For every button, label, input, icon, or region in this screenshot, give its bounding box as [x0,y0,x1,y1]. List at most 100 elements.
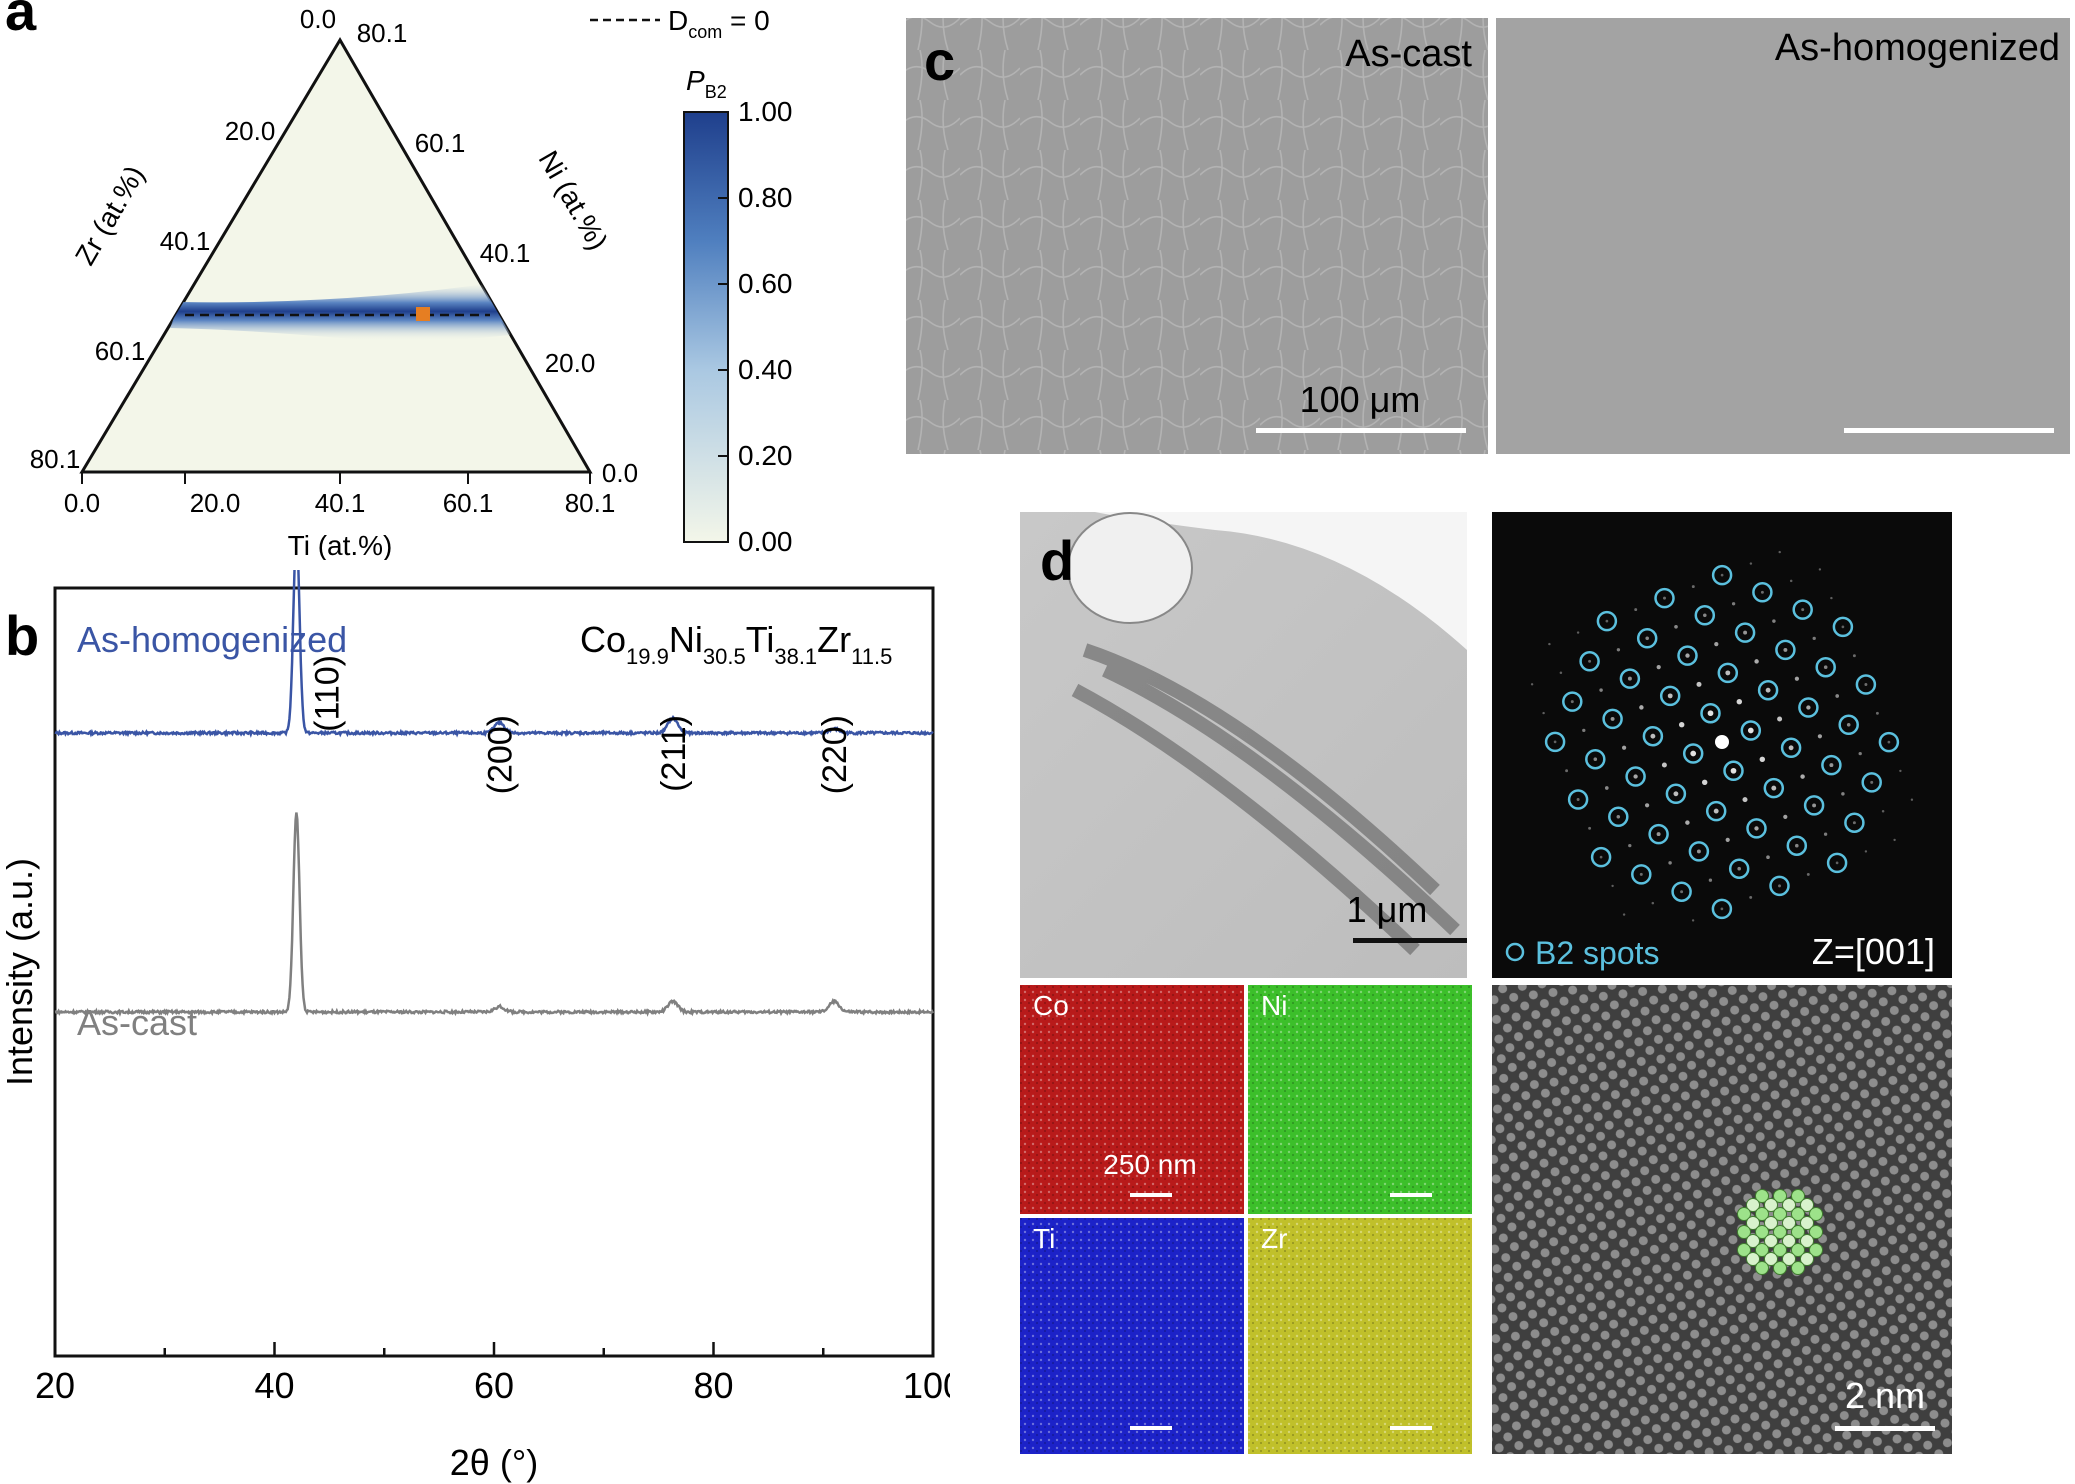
b2-spot-circle [1671,881,1692,902]
b2-spot-circle [1798,697,1819,718]
b2-spot-circle [1855,674,1877,695]
atom [1809,1243,1823,1257]
b2-spot-circle [1832,616,1854,638]
diffraction-spot [1633,774,1638,779]
diffraction-spot [1846,723,1851,727]
b2-spot-circle [1757,679,1779,701]
zr-axis-label: Zr (at.%) [69,160,150,270]
atom [1782,1216,1796,1230]
diffraction-spot [1701,779,1708,786]
atom [1755,1261,1769,1275]
b2-spot-circle [1567,789,1589,810]
colorbar [683,111,729,543]
atomic-model-overlay [1737,1189,1823,1275]
eds-scale-bar-zr [1390,1426,1432,1430]
zone-axis-label: Z=[001] [1812,931,1935,972]
b2-spot-circle [1821,754,1842,776]
diffraction-spot [1628,843,1632,848]
diffraction-spot [1887,740,1891,744]
diffraction-spot [1678,721,1685,728]
b2-spot-circle [1878,731,1900,753]
diffraction-spot [1720,573,1724,577]
panel-label-c: c [924,29,955,92]
diffraction-spot [1610,716,1615,721]
diffraction-spot [1696,849,1701,854]
b2-spot-circle [1763,777,1785,799]
atom [1800,1252,1814,1266]
b2-spot-circle [1562,691,1583,712]
diffraction-spot [1605,619,1609,623]
eds-map-ni-texture [1248,985,1472,1214]
diffraction-spot [1713,808,1719,814]
sem-right-title: As-homogenized [1775,27,2060,69]
atom [1764,1252,1778,1266]
diffraction-spot [1801,608,1805,612]
b2-spot-circle [1677,645,1698,666]
atom [1737,1243,1751,1257]
ti-tick-0: 0.0 [64,488,100,518]
diffraction-spot [1772,619,1776,623]
diffraction-spot [1742,797,1748,803]
atom [1809,1225,1823,1239]
b2-spot-circle [1711,564,1733,586]
atom [1791,1243,1805,1257]
b2-spot-circle [1734,622,1756,643]
atom [1737,1225,1751,1239]
diffraction-spot [1783,647,1788,652]
hrtem-scale-label: 2 nm [1845,1375,1925,1416]
selected-composition-marker [416,307,430,321]
ti-tick-4: 80.1 [565,488,616,518]
b2-spot-circle [1619,668,1641,689]
b2-spot-circle [1861,772,1882,793]
atom [1773,1261,1787,1275]
diffraction-spot [1663,596,1666,600]
sem-scale-bar-right [1844,428,2054,433]
b2-spot-circle [1602,708,1623,730]
diffraction-spot [1835,694,1840,698]
eds-label-zr: Zr [1261,1223,1287,1254]
diffraction-spot [1852,821,1856,825]
peak-label-1: (200) [482,715,520,794]
atom [1800,1234,1814,1248]
diffraction-spot [1634,608,1638,612]
diffraction-spot [1621,745,1627,750]
peak-labels-group: (110) (200) (211) (220) [309,655,855,794]
diffraction-spot [1616,815,1621,819]
diffraction-spot [1783,814,1788,820]
b2-spot-circle [1579,651,1600,672]
ti-axis-label: Ti (at.%) [288,530,393,560]
diffraction-spot [1835,861,1839,865]
diffraction-spot [1599,855,1603,859]
colorbar-title: PB2 [686,65,727,102]
diffraction-spot [1858,751,1862,756]
diffraction-spot [1667,693,1673,699]
sem-as-homogenized-image [1496,18,2070,454]
diffraction-spot [1588,826,1592,830]
diffraction-spot [1754,659,1759,664]
diffraction-spot [1899,769,1902,773]
ni-tick-2: 40.1 [480,238,531,268]
diffraction-spot [1645,636,1649,641]
x-tick-label: 60 [474,1365,514,1406]
diffraction-spot [1680,890,1684,894]
legend-dcom: Dcom = 0 [668,5,770,42]
sem-left-title: As-cast [1345,33,1472,75]
atom [1773,1243,1787,1257]
zr-tick-1: 20.0 [225,116,276,146]
diffraction-spot [1650,733,1656,739]
atom [1791,1261,1805,1275]
hole-feature [1067,512,1193,624]
diffraction-spot [1576,631,1580,634]
b2-spot-circle [1705,800,1727,822]
ti-tick-1: 20.0 [190,488,241,518]
b2-spot-circle [1723,760,1744,782]
b2-spot-circle [1608,806,1629,828]
diffraction-spot [1708,878,1713,882]
atom [1800,1198,1814,1212]
xrd-series-as-homogenized [54,570,934,738]
diffraction-spot [1910,798,1914,801]
diffraction-spot [1690,750,1697,757]
eds-scale-bar-co [1130,1193,1172,1197]
diffraction-spot [1720,907,1724,911]
diffraction-spot [1656,832,1661,837]
